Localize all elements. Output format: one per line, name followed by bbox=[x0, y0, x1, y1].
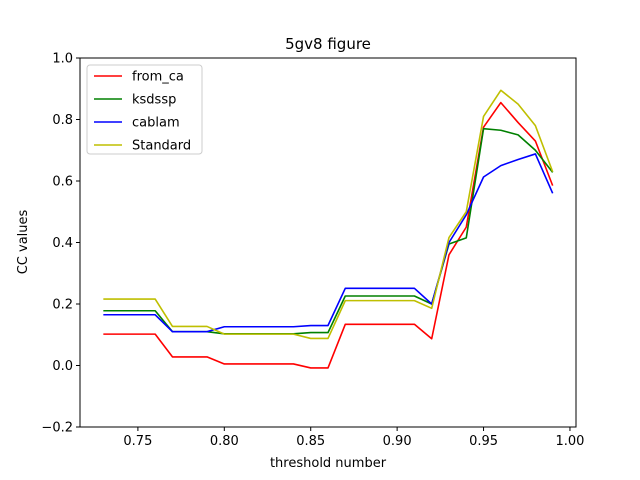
legend-label: from_ca bbox=[132, 70, 184, 85]
y-tick-label: 0.8 bbox=[52, 113, 73, 128]
legend-label: Standard bbox=[132, 139, 191, 154]
series-line-standard bbox=[103, 89, 554, 340]
y-tick-label: 0.2 bbox=[52, 298, 73, 313]
x-tick-label: 1.00 bbox=[555, 434, 584, 449]
legend-box bbox=[86, 64, 203, 155]
y-tick-label: −0.2 bbox=[41, 421, 73, 436]
x-axis-label: threshold number bbox=[270, 456, 387, 471]
y-tick-label: 0.0 bbox=[52, 359, 73, 374]
y-axis: −0.2 0.0 0.2 0.4 0.6 0.8 1.0 bbox=[41, 52, 80, 436]
legend-label: ksdssp bbox=[132, 93, 176, 108]
x-axis: 0.75 0.80 0.85 0.90 0.95 1.00 bbox=[123, 427, 584, 449]
y-tick-label: 0.6 bbox=[52, 175, 73, 190]
x-tick-label: 0.80 bbox=[210, 434, 239, 449]
chart-title: 5gv8 figure bbox=[285, 35, 371, 53]
y-tick-label: 1.0 bbox=[52, 52, 73, 67]
series-layer bbox=[103, 89, 554, 369]
x-tick-label: 0.95 bbox=[469, 434, 498, 449]
x-tick-label: 0.90 bbox=[383, 434, 412, 449]
x-tick-label: 0.85 bbox=[296, 434, 325, 449]
series-line-cablam bbox=[103, 153, 554, 333]
x-tick-label: 0.75 bbox=[123, 434, 152, 449]
y-axis-label: CC values bbox=[16, 209, 31, 274]
y-tick-label: 0.4 bbox=[52, 236, 73, 251]
legend-label: cablam bbox=[132, 116, 180, 131]
